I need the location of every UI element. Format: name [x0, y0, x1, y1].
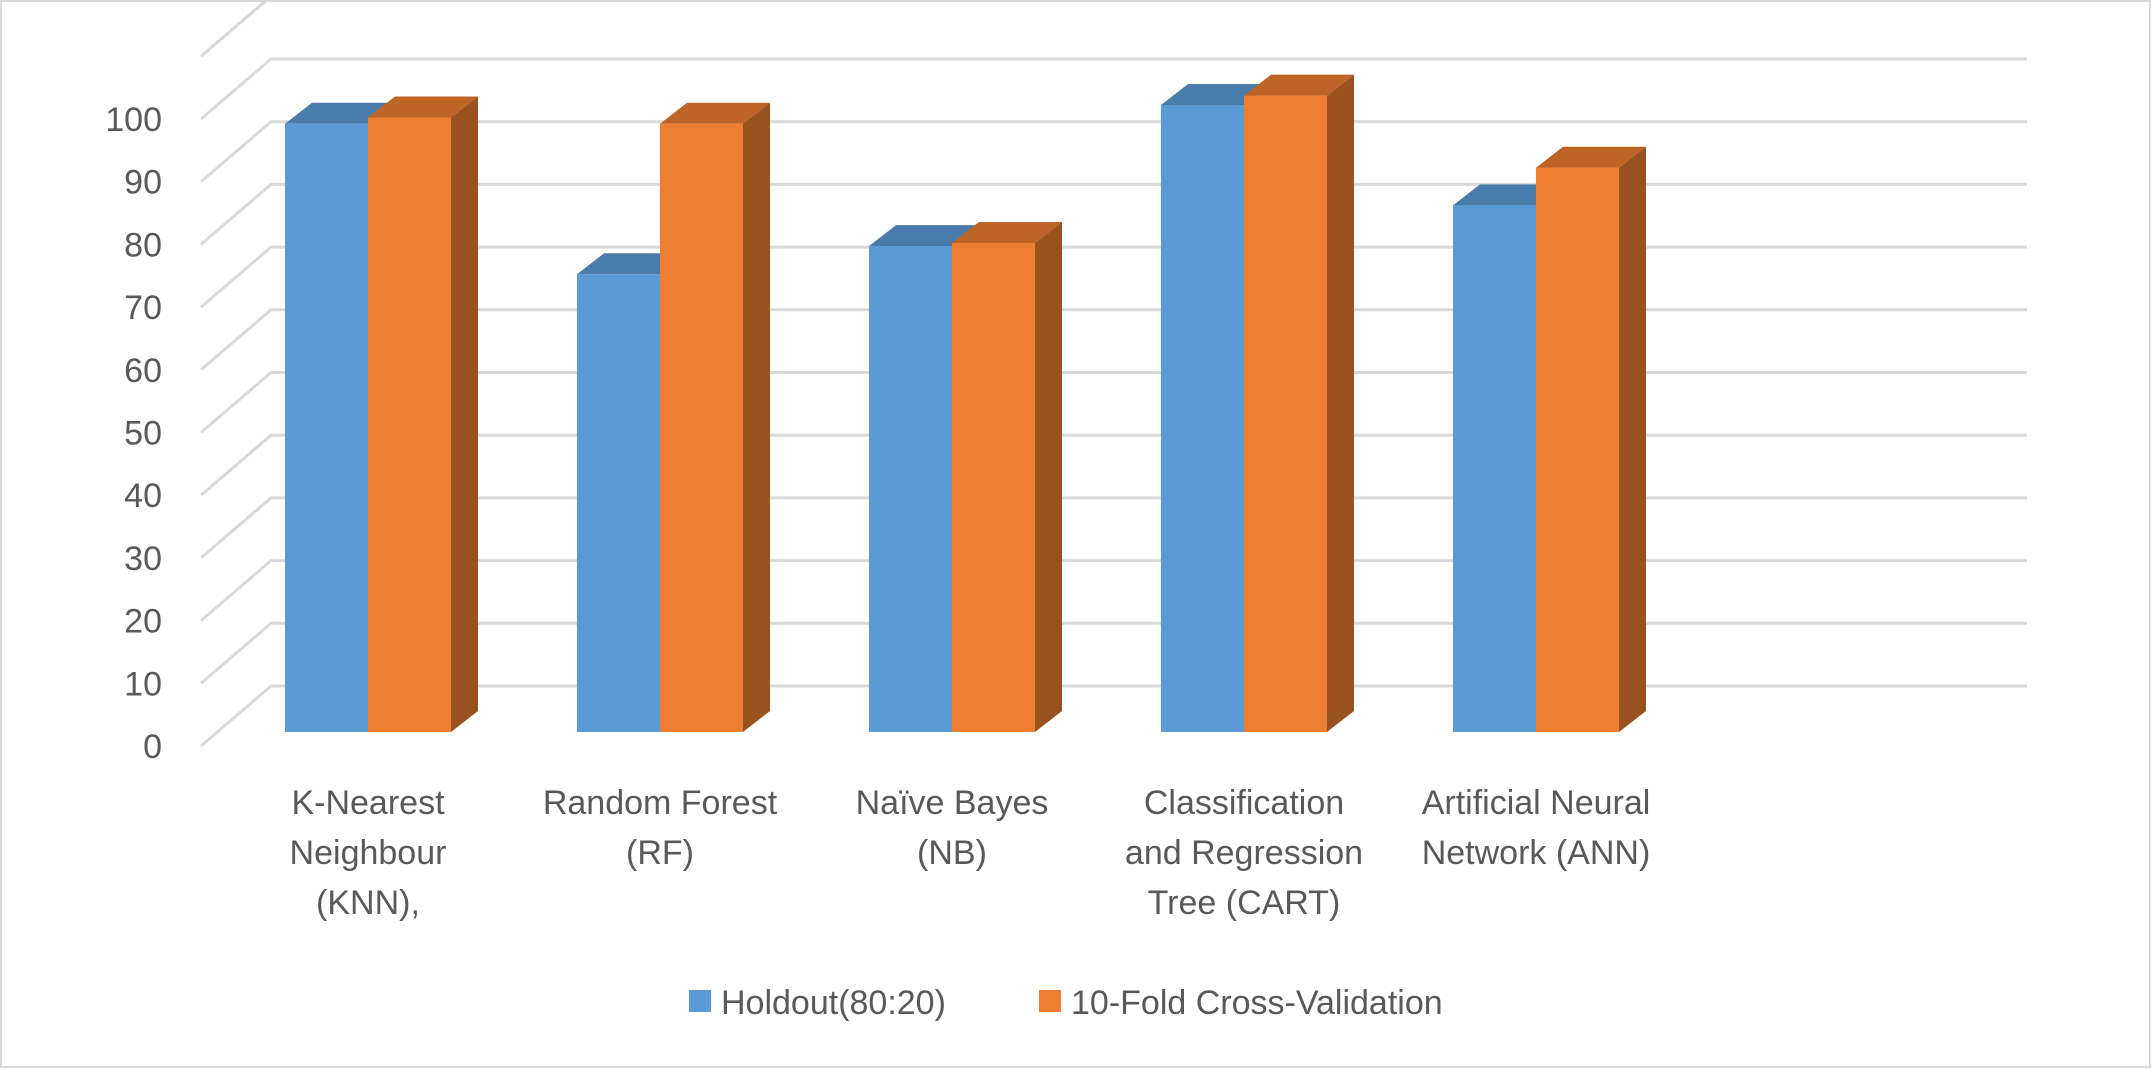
category-label-line: (RF)	[626, 834, 694, 872]
legend-swatch	[689, 990, 711, 1012]
bar-side	[1035, 221, 1062, 732]
bar-top	[869, 225, 979, 247]
y-tick-label: 10	[124, 665, 162, 703]
category-label: K-Nearest Neighbour (KNN),	[290, 784, 447, 922]
bar-side	[451, 96, 478, 733]
y-tick-label: 90	[124, 164, 162, 202]
y-tick-label: 70	[124, 289, 162, 327]
bar	[285, 102, 395, 732]
bar-side	[743, 102, 770, 732]
x-axis-labels: K-Nearest Neighbour (KNN), Random Forest (RF…	[290, 784, 1651, 922]
category-label-line: Network (ANN)	[1422, 834, 1651, 872]
gridline	[200, 433, 2027, 497]
bar-top	[1161, 84, 1271, 105]
bar-side	[1619, 146, 1646, 732]
bar	[1536, 146, 1646, 732]
y-axis-ticks: 0 10 20 30 40 50 60 70 80 90 100	[105, 101, 162, 766]
category-label-line: Artificial Neural	[1422, 784, 1651, 822]
bar-front	[660, 123, 743, 732]
bar-front	[1453, 205, 1536, 732]
bar-top	[577, 253, 687, 275]
gridline	[200, 621, 2027, 685]
bar	[952, 221, 1062, 732]
y-tick-label: 50	[124, 415, 162, 453]
bar-front	[1161, 105, 1244, 732]
bar	[869, 225, 979, 732]
bar-front	[1536, 167, 1619, 732]
category-label-line: Tree (CART)	[1148, 884, 1341, 922]
category-label: Naïve Bayes (NB)	[856, 784, 1049, 872]
bar-front	[1244, 95, 1327, 733]
legend-item: Holdout(80:20)	[689, 984, 946, 1022]
legend: Holdout(80:20) 10-Fold Cross-Validation	[689, 984, 1443, 1022]
category-label-line: (KNN),	[316, 884, 420, 922]
category-label-line: Classification	[1144, 784, 1344, 822]
bars	[285, 74, 1646, 733]
gridline	[200, 684, 2027, 748]
gridlines	[200, 2, 2027, 748]
bar-side	[1327, 74, 1354, 733]
category-label: Classification and Regression Tree (CART)	[1125, 784, 1363, 922]
y-tick-label: 0	[143, 728, 162, 766]
category-label-line: and Regression	[1125, 834, 1363, 872]
legend-label: 10-Fold Cross-Validation	[1071, 984, 1443, 1022]
y-tick-label: 100	[105, 101, 162, 139]
category-label: Random Forest (RF)	[543, 784, 778, 872]
bar-top	[1536, 146, 1646, 168]
legend-label: Holdout(80:20)	[721, 984, 946, 1022]
bar	[577, 253, 687, 732]
bar-front	[368, 117, 451, 733]
gridline	[200, 2, 267, 58]
bar-front	[285, 123, 368, 732]
y-tick-label: 40	[124, 477, 162, 515]
bar-front	[952, 242, 1035, 732]
legend-item: 10-Fold Cross-Validation	[1039, 984, 1443, 1022]
gridline	[200, 57, 2027, 121]
y-tick-label: 30	[124, 540, 162, 578]
gridline	[200, 308, 2027, 371]
bar-top	[952, 221, 1062, 243]
category-label-line: Neighbour	[290, 834, 447, 872]
bar-front	[869, 246, 952, 732]
category-label-line: (NB)	[917, 834, 987, 872]
y-tick-label: 60	[124, 352, 162, 390]
legend-swatch	[1039, 990, 1061, 1012]
bar	[1161, 84, 1271, 732]
gridline	[200, 496, 2027, 560]
bar	[1244, 74, 1354, 733]
gridline	[200, 559, 2027, 622]
bar-top	[660, 102, 770, 124]
bar-front	[577, 274, 660, 732]
bar-top	[285, 102, 395, 124]
gridline	[200, 371, 2027, 434]
bar	[660, 102, 770, 732]
gridline	[200, 182, 2027, 246]
category-label-line: Random Forest	[543, 784, 778, 822]
y-tick-label: 80	[124, 226, 162, 264]
category-label-line: Naïve Bayes	[856, 784, 1049, 822]
gridline	[200, 120, 2027, 183]
y-tick-label: 20	[124, 603, 162, 641]
gridline	[200, 245, 2027, 309]
bar-top	[1244, 74, 1354, 96]
category-label: Artificial Neural Network (ANN)	[1422, 784, 1651, 872]
bar	[368, 96, 478, 733]
bar-top	[368, 96, 478, 118]
bar-top	[1453, 184, 1563, 206]
category-label-line: K-Nearest	[291, 784, 445, 822]
bar	[1453, 184, 1563, 732]
